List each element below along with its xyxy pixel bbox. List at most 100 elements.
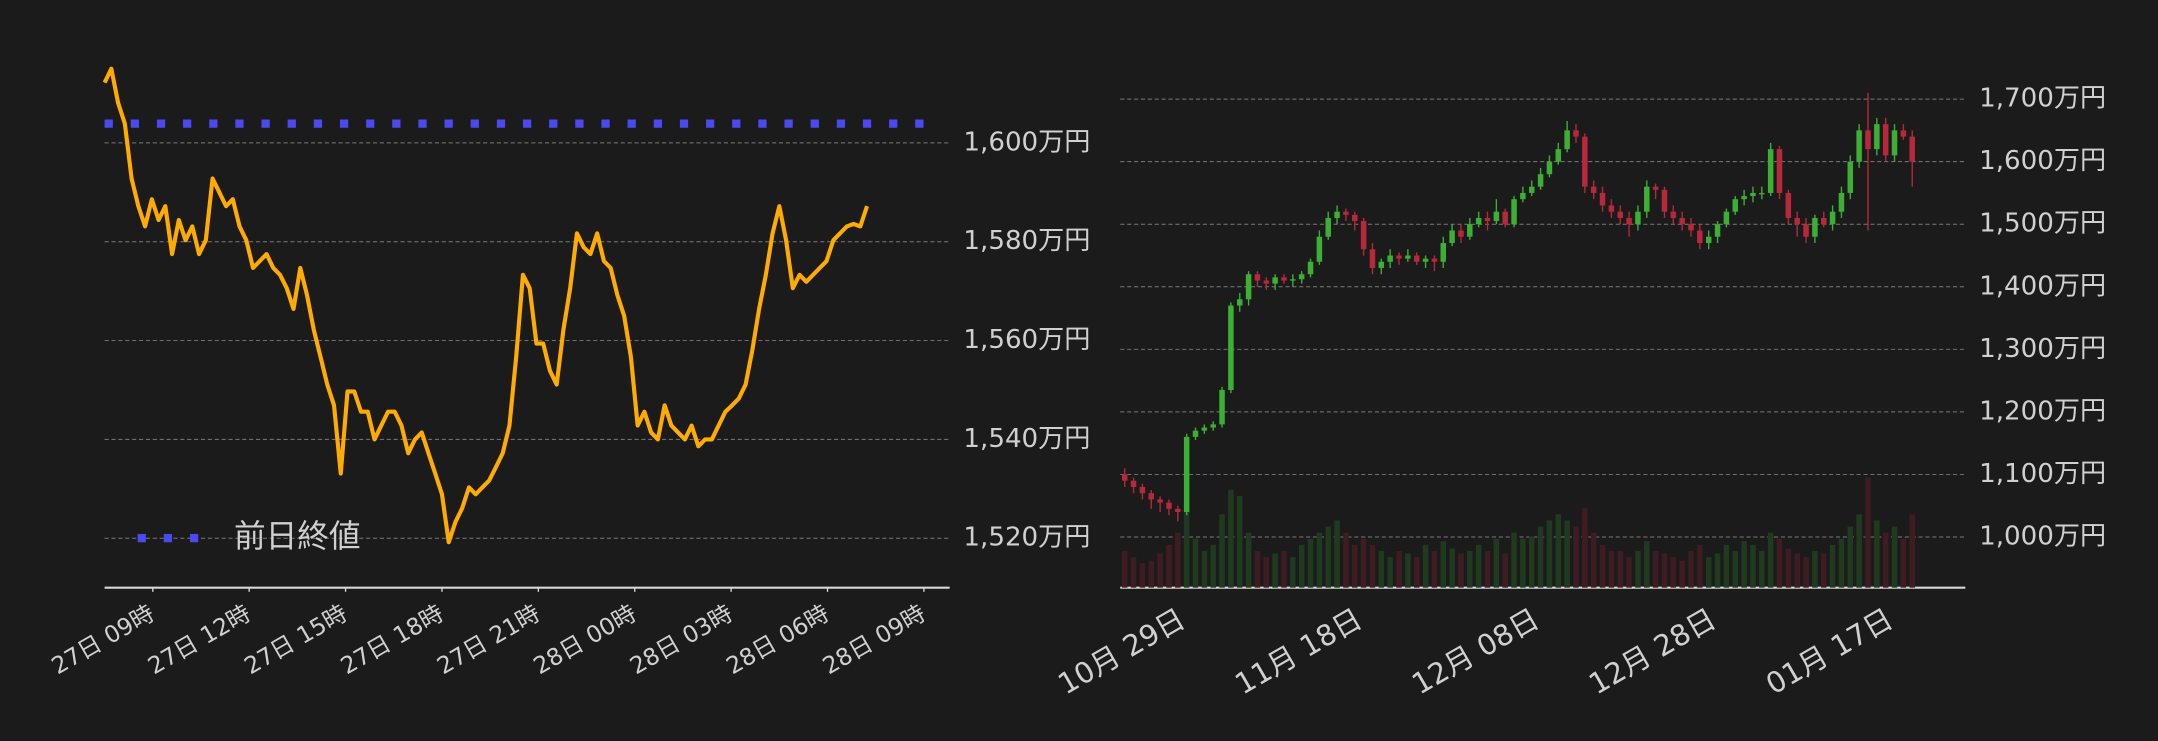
volume-bar: [1378, 550, 1385, 588]
volume-bar: [1431, 550, 1438, 588]
x-tick-label: 01月 17日: [1760, 601, 1899, 701]
candle-body: [1237, 299, 1243, 306]
volume-bar: [1219, 514, 1225, 588]
volume-bar: [1537, 526, 1544, 588]
y-tick-label: 1,540万円: [963, 424, 1090, 454]
volume-bar: [1697, 544, 1703, 588]
x-tick-label: 27日 09時: [47, 599, 159, 680]
volume-bar: [1201, 550, 1208, 588]
volume-bar: [1909, 514, 1915, 588]
candle-body: [1829, 211, 1836, 225]
volume-bar: [1590, 532, 1597, 588]
volume-bar: [1502, 553, 1508, 588]
volume-bar: [1882, 532, 1889, 588]
candle-body: [1148, 493, 1155, 500]
candle-body: [1352, 214, 1358, 222]
y-tick-label: 1,520万円: [963, 523, 1090, 553]
price-line: [102, 66, 870, 545]
y-tick-label: 1,560万円: [963, 325, 1090, 355]
candle-body: [1546, 161, 1553, 175]
candle-body: [1502, 211, 1508, 225]
legend-label: 前日終値: [234, 519, 361, 555]
candle-body: [1590, 186, 1597, 193]
candle-body: [1449, 230, 1455, 243]
candle-body: [1776, 149, 1783, 193]
volume-bar: [1520, 538, 1526, 588]
volume-bar: [1767, 532, 1774, 588]
y-tick-label: 1,400万円: [1979, 271, 2106, 301]
volume-bar: [1785, 548, 1792, 588]
volume-bar: [1546, 520, 1553, 588]
candle-body: [1272, 277, 1278, 284]
volume-bar: [1396, 550, 1402, 588]
volume-bar: [1369, 544, 1376, 588]
candle-body: [1201, 427, 1208, 431]
x-tick-label: 28日 09時: [818, 599, 930, 680]
volume-bar: [1750, 544, 1756, 588]
candle-body: [1281, 277, 1287, 281]
candle-body: [1228, 305, 1234, 390]
y-tick-label: 1,500万円: [1979, 209, 2106, 239]
volume-bar: [1405, 553, 1411, 588]
candle-body: [1484, 217, 1491, 222]
x-tick-label: 12月 08日: [1406, 601, 1545, 701]
candle-body: [1210, 424, 1216, 428]
volume-bar: [1555, 514, 1562, 588]
volume-bar: [1714, 553, 1721, 588]
candle-body: [1767, 149, 1774, 193]
candle-body: [1909, 136, 1915, 162]
candle-body: [1617, 211, 1623, 218]
candle-body: [1511, 199, 1517, 225]
volume-bar: [1422, 544, 1429, 588]
candle-body: [1192, 430, 1199, 437]
candle-body: [1157, 499, 1163, 503]
candle-body: [1219, 389, 1225, 425]
volume-bar: [1891, 526, 1898, 588]
volume-bar: [1360, 538, 1367, 588]
volume-bar: [1608, 550, 1615, 588]
volume-bar: [1599, 544, 1606, 588]
x-tick-label: 27日 15時: [239, 599, 351, 680]
candle-body: [1493, 211, 1500, 222]
volume-bar: [1803, 557, 1809, 588]
candle-body: [1697, 230, 1703, 243]
candle-body: [1254, 274, 1261, 281]
volume-bar: [1263, 557, 1270, 588]
candle-body: [1537, 174, 1544, 187]
volume-bar: [1228, 489, 1234, 588]
volume-bar: [1856, 514, 1862, 588]
volume-bar: [1812, 550, 1818, 588]
volume-bar: [1449, 548, 1455, 588]
volume-bar: [1838, 538, 1845, 588]
candle-body: [1900, 130, 1907, 137]
candle-body: [1520, 192, 1526, 200]
volume-bar: [1281, 550, 1287, 588]
volume-bar: [1529, 536, 1535, 588]
candle-body: [1378, 261, 1385, 269]
candle-body: [1821, 217, 1827, 225]
x-tick-label: 28日 03時: [625, 599, 737, 680]
candle-body: [1413, 255, 1420, 262]
y-tick-label: 1,300万円: [1979, 334, 2106, 364]
candle-body: [1360, 221, 1367, 250]
volume-bar: [1440, 541, 1447, 588]
volume-bar: [1139, 563, 1146, 588]
volume-bar: [1741, 541, 1747, 588]
x-tick-label: 11月 18日: [1229, 601, 1368, 701]
volume-bar: [1307, 538, 1314, 588]
candle-body: [1307, 261, 1314, 275]
volume-bar: [1245, 532, 1252, 588]
x-tick-label: 27日 18時: [336, 599, 448, 680]
volume-bar: [1688, 550, 1694, 588]
volume-bar: [1794, 553, 1800, 588]
volume-bar: [1821, 553, 1827, 588]
candle-body: [1652, 186, 1659, 190]
volume-bar: [1865, 477, 1871, 588]
candle-body: [1529, 186, 1535, 193]
volume-bar: [1157, 553, 1163, 588]
candle-body: [1458, 230, 1464, 237]
volume-bar: [1493, 538, 1500, 588]
candle-body: [1467, 224, 1473, 237]
volume-bar: [1183, 502, 1190, 588]
